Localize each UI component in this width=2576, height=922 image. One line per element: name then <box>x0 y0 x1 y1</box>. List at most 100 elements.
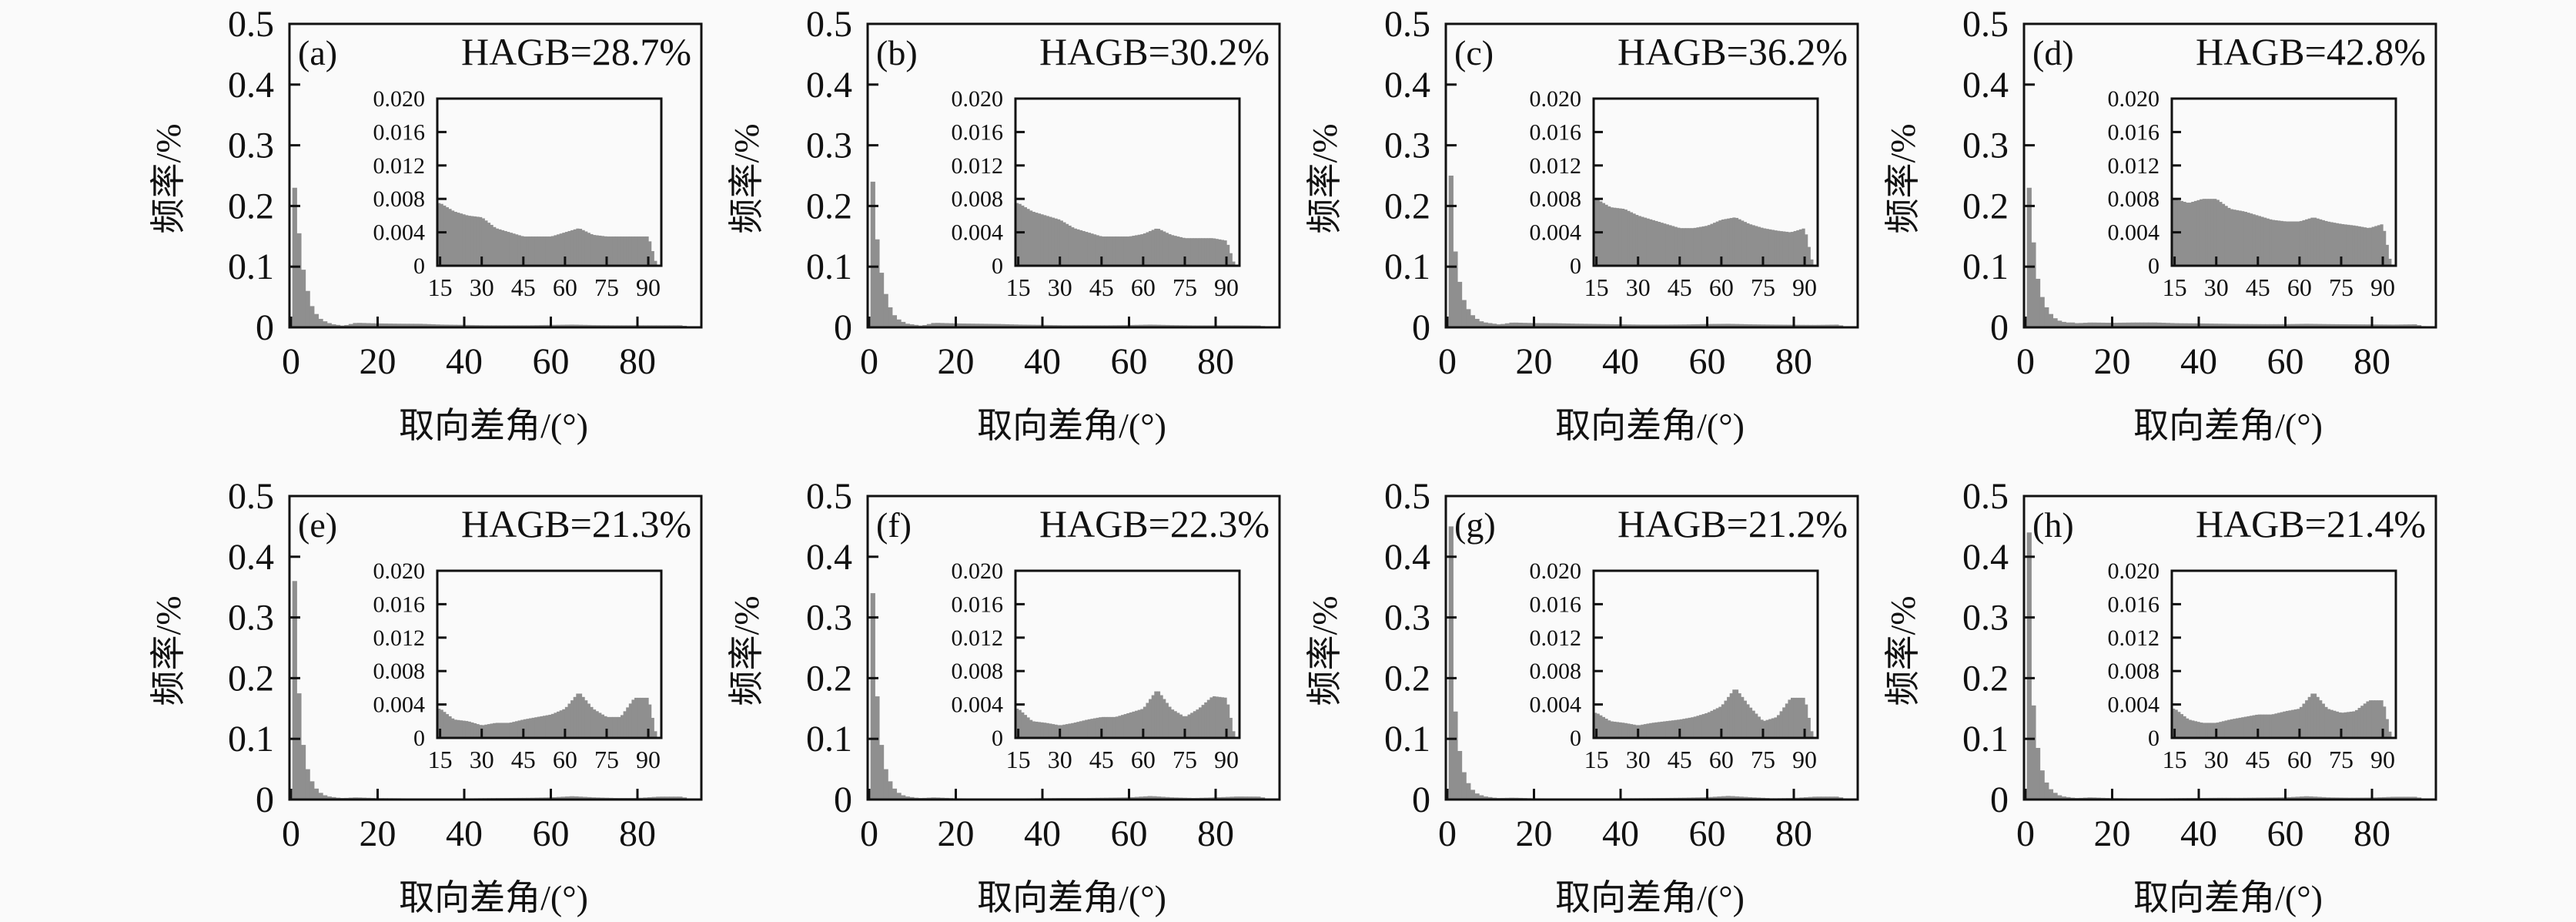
inset-histogram <box>437 693 657 738</box>
inset-histogram-bar <box>1154 691 1158 738</box>
histogram-bar <box>582 324 587 327</box>
inset-histogram-bar <box>1218 696 1222 738</box>
histogram-bar <box>1565 323 1571 327</box>
y-tick-label: 0.3 <box>228 126 274 166</box>
inset-histogram-bar <box>2207 723 2212 738</box>
x-tick-label: 80 <box>1197 341 1234 382</box>
histogram-bar <box>344 324 350 327</box>
inset-histogram-bar <box>2321 703 2325 738</box>
x-tick-label: 20 <box>938 813 975 854</box>
inset-histogram-bar <box>2313 217 2317 266</box>
inset-histogram-bar <box>2227 719 2231 738</box>
inset-histogram-bar <box>531 236 535 266</box>
inset-histogram-bar <box>1599 201 1603 266</box>
inset-histogram-bar <box>437 203 441 266</box>
inset-histogram-bar <box>1106 236 1111 266</box>
histogram-bar <box>296 233 302 327</box>
histogram-bar <box>1721 796 1727 800</box>
histogram-bar <box>1453 251 1458 327</box>
inset-histogram-bar <box>2293 221 2297 266</box>
inset-histogram-bar <box>479 216 483 266</box>
inset-histogram-bar <box>465 721 469 738</box>
inset-histogram-bar <box>1101 236 1105 266</box>
inset-histogram-bar <box>1649 723 1653 738</box>
inset-histogram-bar <box>2352 711 2356 738</box>
histogram-bar <box>926 324 932 327</box>
inset-histogram-bar <box>2293 709 2297 738</box>
histogram-bar <box>2399 796 2404 800</box>
histogram-bar <box>556 324 562 327</box>
inset-histogram-bar <box>507 232 510 266</box>
inset-histogram-bar <box>517 720 521 738</box>
panel-label: (c) <box>1454 33 1494 72</box>
y-tick-label: 0.3 <box>1962 598 2009 639</box>
panel-label: (g) <box>1454 505 1496 545</box>
inset-histogram-bar <box>1610 721 1614 738</box>
inset-histogram-bar <box>1029 210 1033 266</box>
histogram-bar <box>875 696 880 800</box>
inset-histogram-bar <box>1142 706 1147 738</box>
inset-histogram-bar <box>543 716 547 738</box>
y-tick-label: 0.3 <box>806 598 852 639</box>
inset-histogram-bar <box>1641 724 1644 738</box>
inset-histogram-bar <box>470 722 474 738</box>
inset-histogram-bar <box>503 230 507 266</box>
histogram-bar <box>1708 324 1714 327</box>
inset-histogram-bar <box>642 697 647 738</box>
histogram-bar <box>1829 324 1835 327</box>
inset-histogram-bar <box>2388 731 2392 738</box>
histogram-bar <box>1803 324 1809 327</box>
x-tick-label: 20 <box>360 813 396 854</box>
inset-histogram-bar <box>1032 212 1035 266</box>
inset-y-tick-label: 0 <box>1570 726 1581 751</box>
inset-histogram-bar <box>587 703 590 738</box>
y-tick-label: 0 <box>256 780 274 820</box>
inset-histogram-bar <box>1624 723 1628 738</box>
inset-histogram-bar <box>1735 689 1739 738</box>
histogram-bar <box>2031 242 2036 327</box>
inset-histogram-bar <box>1660 223 1664 266</box>
inset-axes-frame <box>1014 569 1241 739</box>
x-tick-label: 60 <box>1111 341 1148 382</box>
inset-x-tick-label: 45 <box>1089 273 1114 301</box>
histogram-bar <box>2026 532 2032 800</box>
histogram-bar <box>1156 796 1162 800</box>
inset-histogram-bar <box>1643 724 1648 738</box>
inset-histogram-bar <box>517 235 521 266</box>
x-tick-label: 40 <box>1602 341 1639 382</box>
inset-histogram-bar <box>554 712 557 738</box>
inset-histogram-bar <box>1715 708 1719 738</box>
inset-histogram-bar <box>1057 219 1061 266</box>
y-tick-label: 0 <box>1412 780 1430 820</box>
inset-histogram-bar <box>1215 239 1219 266</box>
inset-histogram-bar <box>1768 229 1772 266</box>
inset-histogram-bar <box>531 717 535 738</box>
inset-histogram-bar <box>2291 221 2295 266</box>
x-tick-label: 40 <box>1024 813 1061 854</box>
histogram-bar <box>1130 324 1136 327</box>
y-tick-label: 0.1 <box>228 246 274 287</box>
histogram-bar <box>1712 324 1718 327</box>
histogram-bar <box>1834 796 1839 800</box>
histogram-bar <box>2113 323 2119 327</box>
inset-histogram-bar <box>1701 226 1705 266</box>
inset-histogram-bar <box>1674 719 1678 738</box>
inset-histogram-bar <box>1190 238 1194 266</box>
inset-x-tick-label: 75 <box>2329 746 2354 773</box>
inset-histogram-bar <box>462 214 466 266</box>
main-axes-frame <box>2022 495 2437 801</box>
histogram-bar <box>875 239 880 327</box>
inset-histogram-bar <box>1101 716 1105 738</box>
inset-histogram-bar <box>1677 227 1681 266</box>
inset-histogram-bar <box>2249 716 2253 738</box>
inset-histogram-bar <box>578 693 583 738</box>
inset-histogram-bar <box>1735 217 1739 266</box>
inset-histogram-bar <box>1229 717 1233 738</box>
inset-axes-frame <box>1592 97 1819 267</box>
inset-histogram-bar <box>2277 712 2281 738</box>
y-tick-label: 0.2 <box>1962 658 2009 699</box>
histogram-bar <box>1517 322 1523 327</box>
histogram-bar <box>1009 324 1014 327</box>
inset-histogram-bar <box>1104 236 1108 266</box>
inset-y-tick-label: 0.020 <box>2108 558 2160 584</box>
